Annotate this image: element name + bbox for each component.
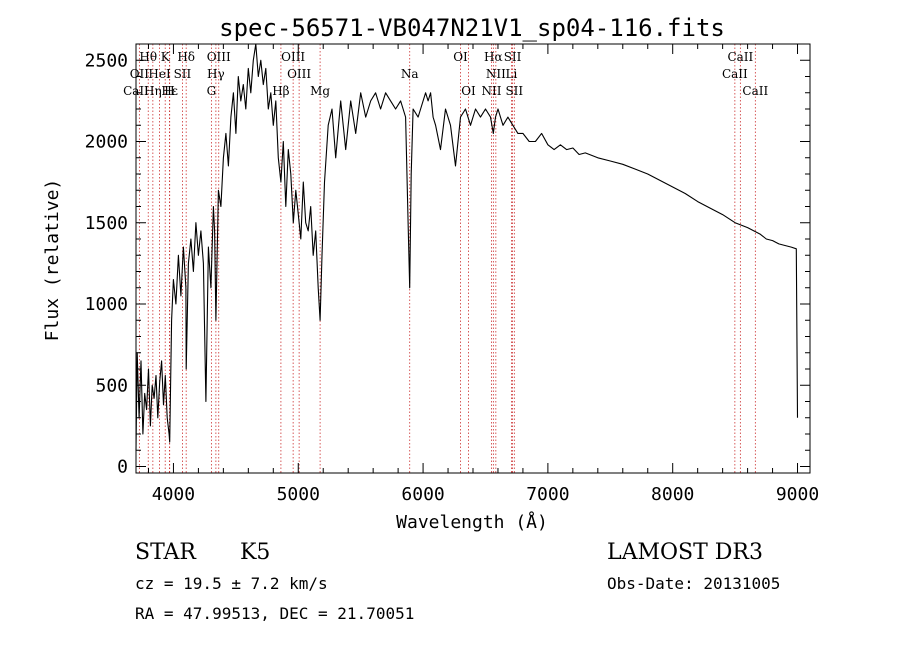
- y-axis-label: Flux (relative): [42, 179, 63, 342]
- spectral-line-label: Hβ: [272, 84, 289, 98]
- spectral-line-label: H: [164, 84, 174, 98]
- x-axis-label: Wavelength (Å): [396, 511, 548, 533]
- y-tick-label: 2000: [85, 132, 128, 153]
- series-layer: [135, 43, 799, 451]
- spectral-line-label: CaII: [722, 67, 748, 81]
- spectral-line-label: Hθ: [139, 50, 157, 64]
- spectral-line-label: NII: [486, 67, 506, 81]
- x-tick-label: 8000: [651, 484, 694, 505]
- spectral-line-markers: [135, 44, 756, 473]
- spectral-line-label: OI: [461, 84, 476, 98]
- spectral-line-label: Hε: [161, 84, 178, 98]
- spectral-line-label: Hη: [144, 84, 162, 98]
- x-tick-label: 6000: [401, 484, 444, 505]
- spectral-line-label: CaII: [727, 50, 753, 64]
- y-tick-label: 500: [95, 375, 128, 396]
- spectral-line-label: CaII: [742, 84, 768, 98]
- y-tick-label: 2500: [85, 50, 128, 71]
- redshift-text: cz = 19.5 ± 7.2 km/s: [135, 574, 328, 593]
- chart-title: spec-56571-VB047N21V1_sp04-116.fits: [219, 14, 725, 42]
- y-tick-label: 0: [117, 457, 128, 478]
- x-tick-label: 4000: [152, 484, 195, 505]
- spectral-line-label: SII: [504, 50, 522, 64]
- coordinates: RA = 47.99513, DEC = 21.70051: [135, 604, 415, 623]
- spectral-line-label: OIII: [287, 67, 311, 81]
- x-tick-label: 9000: [776, 484, 819, 505]
- object-class: STAR: [135, 540, 196, 565]
- spectral-line-label: OIII: [281, 50, 305, 64]
- spectral-line-label: Li: [506, 67, 518, 81]
- x-axis: 4000 5000 6000 7000 8000 9000: [147, 44, 819, 505]
- spectral-line-label: Hα: [484, 50, 503, 64]
- spectral-line-label: HeI: [148, 67, 171, 81]
- spectral-line-label: NII: [481, 84, 501, 98]
- series-line-flux: [135, 43, 799, 451]
- spectral-line-label: SII: [174, 67, 192, 81]
- spectral-line-label: Hδ: [177, 50, 195, 64]
- object-subclass: K5: [240, 540, 271, 565]
- spectral-line-label: OIII: [207, 50, 231, 64]
- spectral-line-label: OII: [130, 67, 150, 81]
- y-tick-label: 1000: [85, 294, 128, 315]
- spectral-line-label: Na: [401, 67, 419, 81]
- x-tick-label: 7000: [526, 484, 569, 505]
- spectral-line-label: Hγ: [207, 67, 225, 81]
- spectral-line-label: G: [207, 84, 217, 98]
- x-tick-label: 5000: [277, 484, 320, 505]
- y-tick-label: 1500: [85, 213, 128, 234]
- spectral-line-label: SII: [505, 84, 523, 98]
- spectral-line-label: OI: [453, 50, 468, 64]
- obs-date: Obs-Date: 20131005: [607, 574, 781, 593]
- y-axis: 0 500 1000 1500 2000 2500: [85, 50, 810, 478]
- survey-name: LAMOST DR3: [607, 540, 763, 565]
- spectral-line-label: Mg: [310, 84, 330, 98]
- spectral-line-label: K: [161, 50, 171, 64]
